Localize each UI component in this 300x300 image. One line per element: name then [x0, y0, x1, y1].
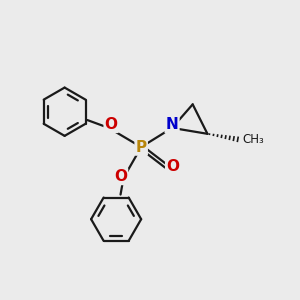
Text: P: P	[136, 140, 147, 154]
Text: CH₃: CH₃	[243, 133, 265, 146]
Text: O: O	[105, 117, 118, 132]
Text: O: O	[114, 169, 127, 184]
Text: N: N	[166, 118, 178, 133]
Text: O: O	[166, 159, 179, 174]
